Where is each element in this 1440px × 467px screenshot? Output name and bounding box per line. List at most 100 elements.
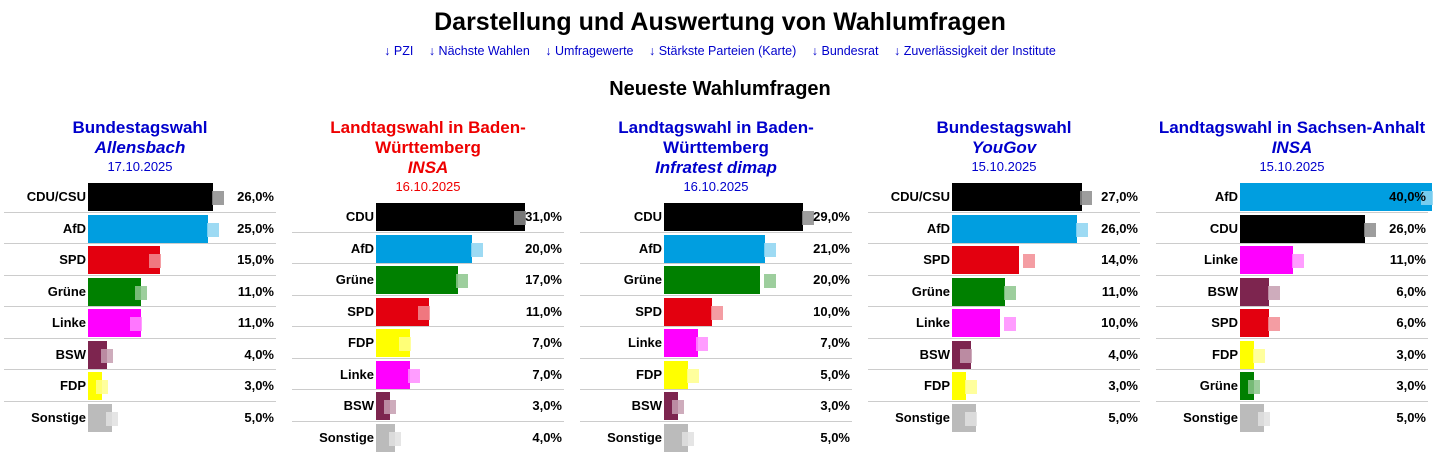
party-value: 29,0%	[813, 209, 850, 224]
previous-value-marker	[1080, 191, 1093, 205]
party-label: AfD	[62, 220, 86, 236]
party-label: SPD	[923, 252, 950, 267]
party-label: Linke	[1204, 252, 1238, 267]
party-label: Grüne	[623, 272, 662, 287]
previous-value-marker	[134, 285, 147, 300]
poll-heading-link[interactable]: Landtagswahl in Baden-Württemberg Infrate…	[580, 118, 852, 195]
link-pzi[interactable]: ↓ PZI	[384, 44, 414, 58]
previous-value-marker	[1003, 317, 1016, 331]
institute-name: YouGov	[971, 138, 1037, 157]
previous-value-marker	[763, 274, 776, 288]
party-value: 3,0%	[532, 398, 562, 413]
poll-heading-link[interactable]: Landtagswahl in Baden-Württemberg INSA 16.…	[292, 118, 564, 195]
previous-value-marker	[696, 337, 709, 351]
poll-date: 17.10.2025	[107, 159, 173, 174]
previous-value-marker	[1291, 254, 1304, 268]
party-value: 5,0%	[820, 366, 850, 382]
link-bundesrat[interactable]: ↓ Bundesrat	[811, 44, 879, 58]
bar-chart: CDU 29,0% AfD 21,0% Grüne 20,0% SPD 10,0% Linke 7…	[580, 201, 852, 453]
institute-name: INSA	[407, 158, 449, 177]
section-title: Neueste Wahlumfragen	[609, 78, 831, 100]
party-bar	[952, 277, 1005, 306]
previous-value-marker	[960, 348, 973, 363]
party-bar	[1240, 214, 1365, 243]
party-row: SPD 14,0%	[868, 244, 1140, 276]
previous-value-marker	[106, 411, 118, 426]
party-bar	[664, 329, 698, 357]
party-label: Sonstige	[1183, 409, 1238, 425]
party-label: Grüne	[1199, 378, 1238, 393]
party-bar	[1240, 309, 1269, 337]
party-value: 11,0%	[237, 283, 274, 299]
party-label: Sonstige	[31, 409, 86, 425]
election-name: Landtagswahl in Baden-Württemberg	[330, 118, 526, 157]
previous-value-marker	[96, 380, 109, 394]
poll-heading-link[interactable]: Landtagswahl in Sachsen-Anhalt INSA 15.10.…	[1156, 118, 1428, 175]
party-label: SPD	[59, 252, 86, 267]
party-bar	[88, 277, 141, 306]
party-label: CDU	[633, 209, 662, 224]
party-row: Linke 10,0%	[868, 307, 1140, 339]
party-row: BSW 3,0%	[292, 390, 564, 422]
party-bar	[664, 360, 688, 389]
party-row: AfD 26,0%	[868, 213, 1140, 244]
party-value: 17,0%	[525, 272, 562, 287]
poll-panel: Bundestagswahl YouGov 15.10.2025 CDU/CSU 27,…	[868, 118, 1140, 433]
previous-value-marker	[130, 317, 142, 331]
party-row: Linke 11,0%	[1156, 244, 1428, 276]
party-value: 3,0%	[1108, 378, 1138, 393]
party-row: CDU 29,0%	[580, 201, 852, 233]
party-label: SPD	[347, 303, 374, 319]
link-umfragewerte[interactable]: ↓ Umfragewerte	[545, 44, 634, 58]
poll-heading-link[interactable]: Bundestagswahl YouGov 15.10.2025	[868, 118, 1140, 175]
party-row: Sonstige 4,0%	[292, 422, 564, 454]
party-bar	[376, 203, 525, 231]
party-row: BSW 6,0%	[1156, 276, 1428, 307]
party-row: Linke 11,0%	[4, 307, 276, 339]
bar-chart: CDU/CSU 26,0% AfD 25,0% SPD 15,0% Grüne 11,0% Li…	[4, 181, 276, 433]
party-bar	[88, 183, 213, 211]
party-row: FDP 3,0%	[4, 370, 276, 402]
party-row: Linke 7,0%	[580, 327, 852, 359]
link-naechste-wahlen[interactable]: ↓ Nächste Wahlen	[428, 44, 530, 58]
link-zuverlaessigkeit[interactable]: ↓ Zuverlässigkeit der Institute	[893, 44, 1056, 58]
party-bar	[1240, 277, 1269, 306]
party-row: AfD 20,0%	[292, 233, 564, 264]
poll-heading-link[interactable]: Bundestagswahl Allensbach 17.10.2025	[4, 118, 276, 175]
previous-value-marker	[389, 431, 402, 446]
party-value: 5,0%	[244, 409, 274, 425]
party-value: 25,0%	[237, 220, 274, 236]
bar-chart: CDU 31,0% AfD 20,0% Grüne 17,0% SPD 11,0% FDP 7,0…	[292, 201, 564, 453]
party-value: 3,0%	[820, 398, 850, 413]
party-bar	[664, 297, 712, 326]
party-bar	[952, 309, 1000, 337]
previous-value-marker	[1003, 285, 1016, 300]
party-row: Sonstige 5,0%	[868, 402, 1140, 434]
party-label: BSW	[631, 398, 662, 413]
link-staerkste-parteien[interactable]: ↓ Stärkste Parteien (Karte)	[649, 44, 797, 58]
previous-value-marker	[965, 380, 978, 394]
previous-value-marker	[418, 305, 430, 320]
party-value: 7,0%	[532, 335, 562, 350]
party-row: FDP 7,0%	[292, 327, 564, 359]
bar-chart: AfD 40,0% CDU 26,0% Linke 11,0% BSW 6,0% SPD 6,0%…	[1156, 181, 1434, 433]
party-bar	[376, 266, 458, 294]
party-row: BSW 4,0%	[868, 339, 1140, 370]
party-label: CDU	[345, 209, 374, 224]
party-label: Linke	[340, 366, 374, 382]
party-label: Grüne	[335, 272, 374, 287]
election-name: Bundestagswahl	[72, 118, 208, 137]
party-value: 3,0%	[1396, 378, 1426, 393]
previous-value-marker	[1248, 380, 1261, 394]
party-value: 11,0%	[1389, 252, 1426, 267]
party-bar	[952, 214, 1077, 243]
party-label: Sonstige	[319, 429, 374, 445]
party-value: 4,0%	[532, 429, 562, 445]
page-title: Darstellung und Auswertung von Wahlumfra…	[434, 8, 1006, 36]
party-label: BSW	[343, 398, 374, 413]
party-row: SPD 10,0%	[580, 296, 852, 327]
party-value: 26,0%	[1389, 220, 1426, 236]
party-label: Grüne	[911, 283, 950, 299]
poll-panel: Bundestagswahl Allensbach 17.10.2025 CDU/CS…	[4, 118, 276, 433]
party-label: SPD	[635, 303, 662, 319]
